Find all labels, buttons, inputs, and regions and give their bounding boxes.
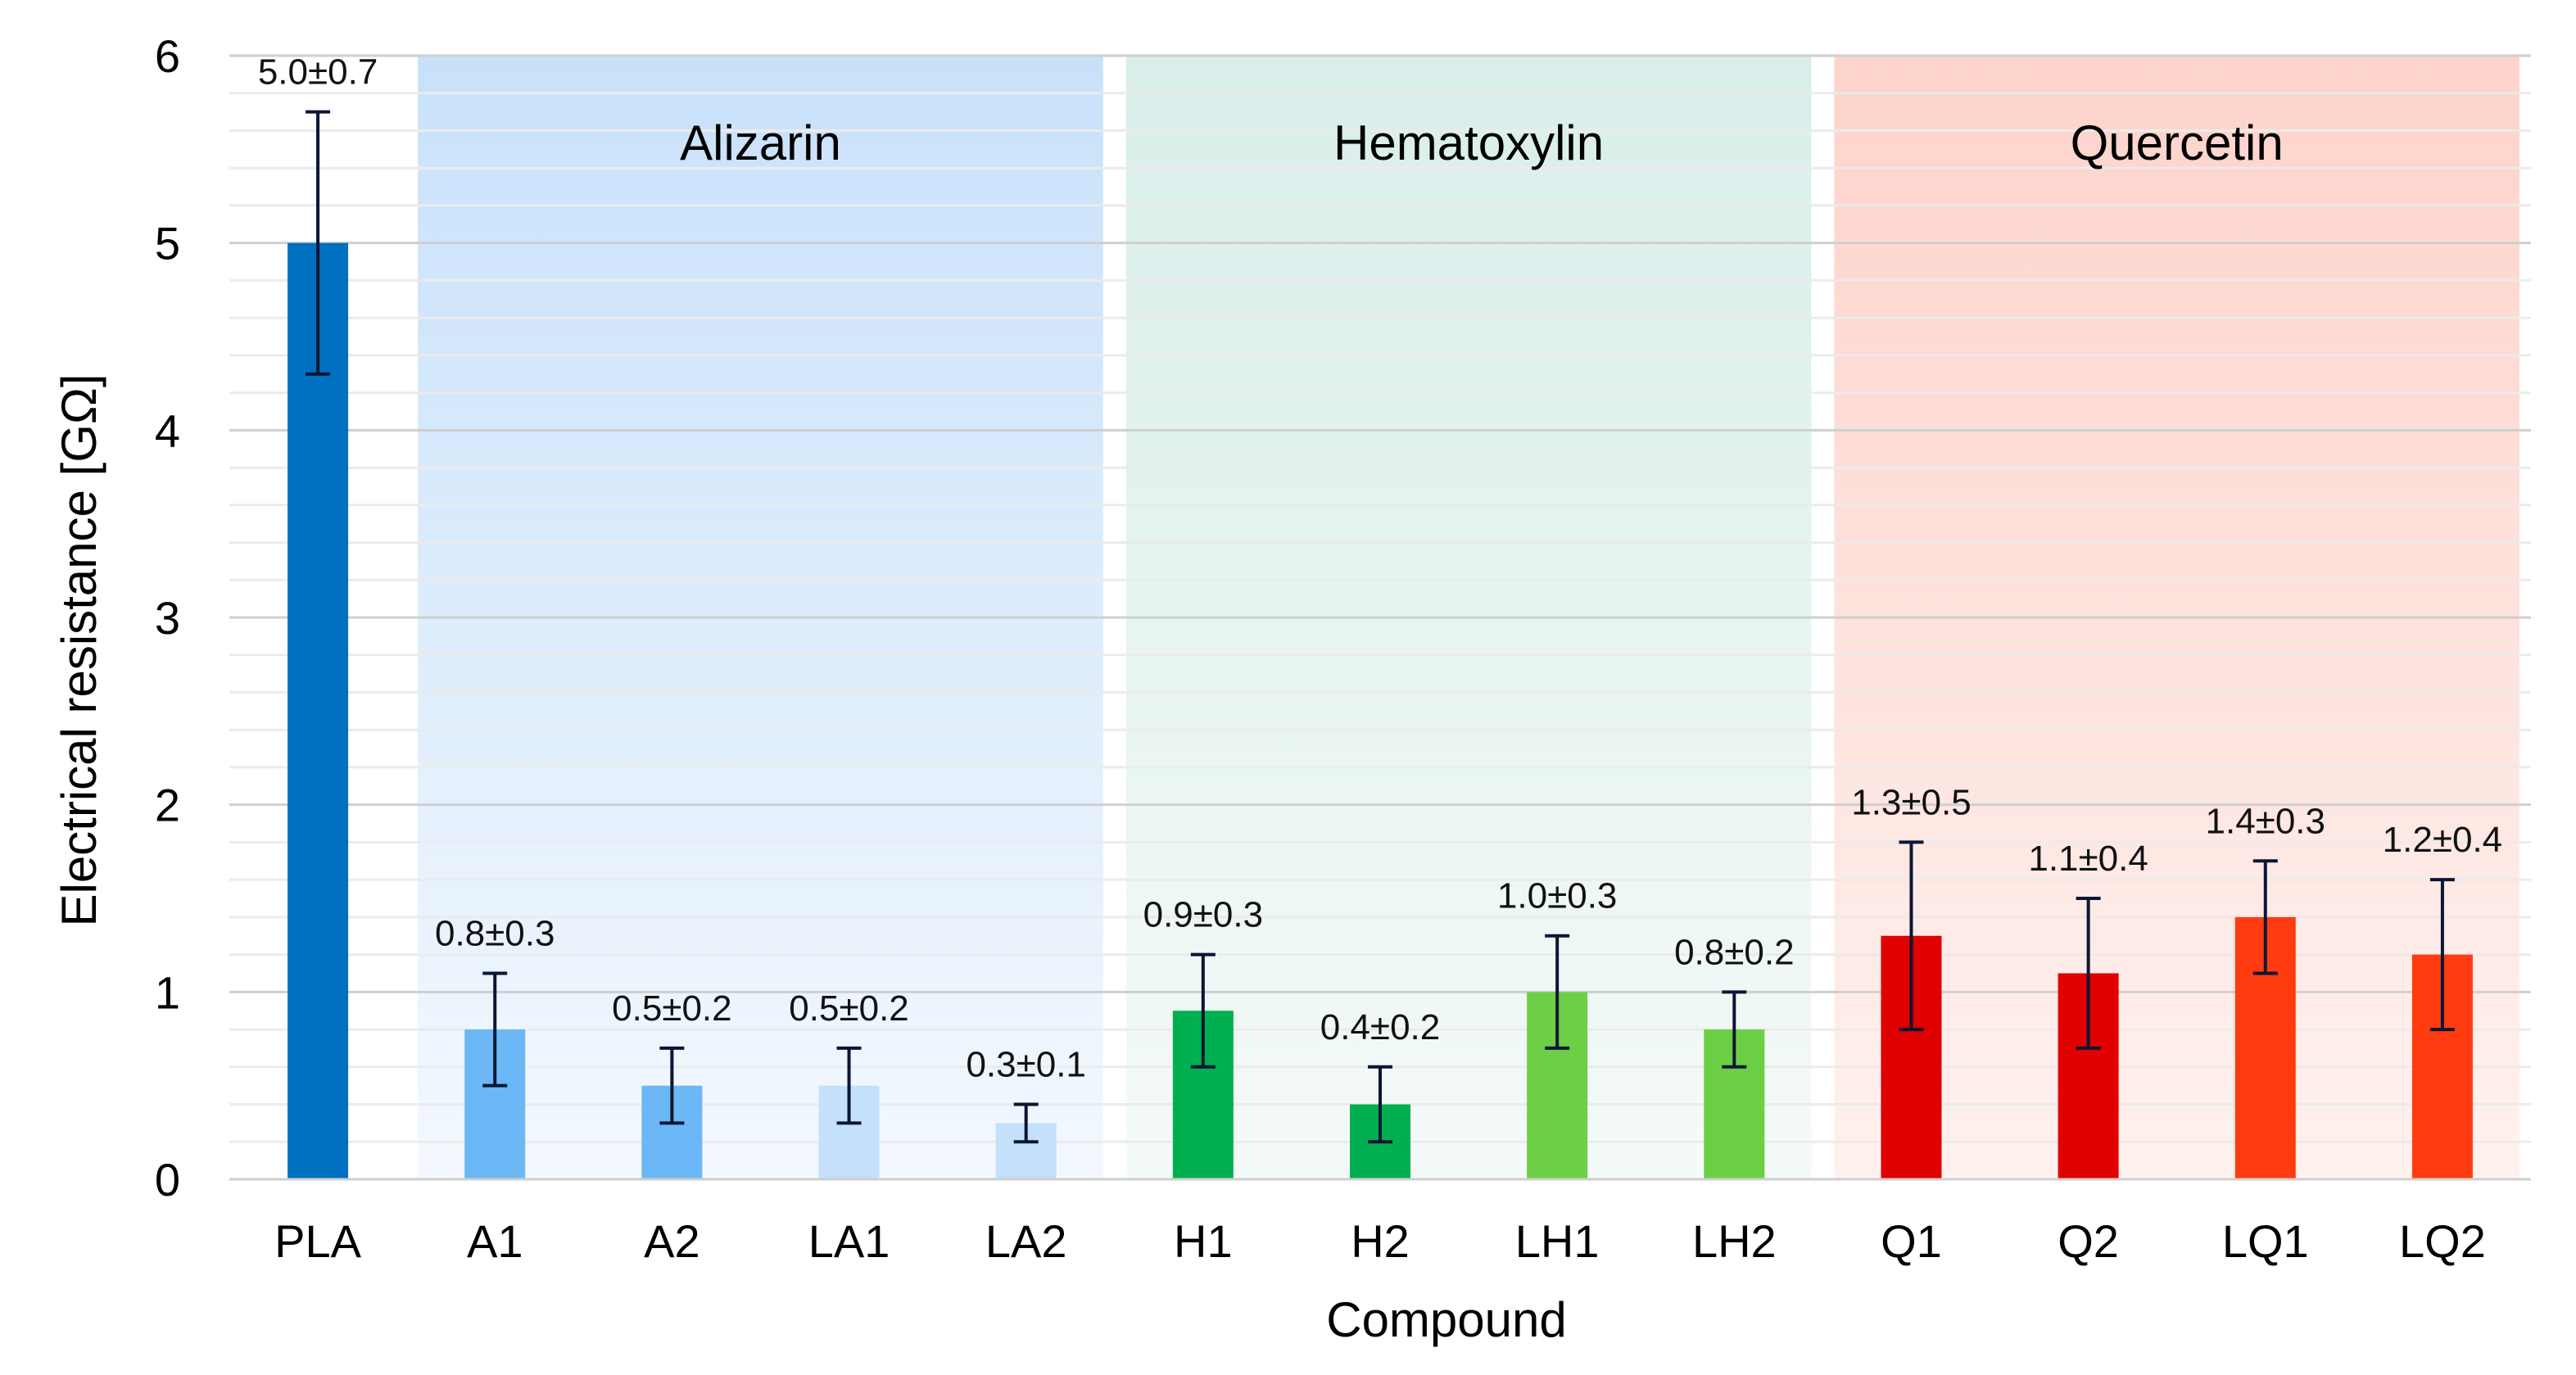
error-bar-q1: [1899, 840, 1924, 1032]
data-label-lh2: 0.8±0.2: [1674, 932, 1794, 972]
group-labels: Alizarin Hematoxylin Quercetin: [680, 115, 2284, 170]
x-tick-label-a2: A2: [644, 1215, 700, 1267]
error-bar-h1: [1190, 952, 1216, 1069]
x-tick-label-lh2: LH2: [1692, 1215, 1777, 1267]
x-axis-title: Compound: [1326, 1292, 1567, 1347]
data-label-la2: 0.3±0.1: [966, 1045, 1085, 1085]
x-tick-label-a1: A1: [467, 1215, 523, 1267]
error-bar-la2: [1013, 1102, 1039, 1144]
x-tick-label-q2: Q2: [2058, 1215, 2119, 1267]
error-bar-lq1: [2252, 859, 2278, 975]
y-tick-label: 6: [155, 30, 180, 82]
data-label-pla: 5.0±0.7: [258, 52, 378, 93]
y-tick-label: 4: [155, 405, 180, 456]
x-axis: PLA A1 A2 LA1 LA2 H1 H2 LH1 LH2 Q1 Q2 LQ1 LQ2: [229, 1178, 2531, 1267]
data-label-la1: 0.5±0.2: [789, 988, 908, 1029]
y-axis-title: Electrical resistance [GΩ]: [52, 373, 106, 926]
data-label-h2: 0.4±0.2: [1320, 1007, 1440, 1047]
group-label-hematoxylin: Hematoxylin: [1333, 115, 1604, 170]
data-label-a1: 0.8±0.3: [435, 913, 555, 953]
y-tick-label: 3: [155, 592, 180, 644]
error-bar-lh1: [1545, 934, 1570, 1050]
y-axis: 0 1 2 3 4 5 6: [155, 30, 180, 1205]
data-label-lq2: 1.2±0.4: [2383, 820, 2502, 860]
data-labels: 5.0±0.7 0.8±0.3 0.5±0.2 0.5±0.2 0.3±0.1 0.9±0…: [258, 52, 2502, 1085]
error-bar-la1: [836, 1046, 862, 1125]
x-tick-label-la1: LA1: [808, 1215, 890, 1267]
error-bar-lq2: [2429, 878, 2455, 1032]
error-bar-a1: [482, 971, 508, 1088]
y-tick-label: 2: [155, 780, 180, 831]
error-bar-lh2: [1722, 990, 1747, 1069]
y-tick-label: 5: [155, 218, 180, 269]
x-tick-label-lh1: LH1: [1515, 1215, 1600, 1267]
x-tick-label-pla: PLA: [274, 1215, 361, 1267]
group-label-quercetin: Quercetin: [2071, 115, 2284, 170]
error-bar-a2: [659, 1046, 685, 1125]
bar-pla: [287, 242, 349, 1180]
x-tick-label-q1: Q1: [1881, 1215, 1942, 1267]
data-label-h1: 0.9±0.3: [1143, 895, 1263, 935]
gridlines: [229, 54, 2531, 1143]
data-label-a2: 0.5±0.2: [612, 988, 731, 1029]
x-tick-label-h1: H1: [1174, 1215, 1233, 1267]
error-bar-pla: [306, 110, 331, 376]
error-bars: [306, 110, 2455, 1144]
data-label-lq1: 1.4±0.3: [2206, 801, 2325, 841]
data-label-q2: 1.1±0.4: [2028, 839, 2148, 879]
y-tick-label: 1: [155, 966, 180, 1018]
data-label-lh1: 1.0±0.3: [1497, 876, 1617, 916]
data-label-q1: 1.3±0.5: [1851, 782, 1971, 822]
y-tick-label: 0: [155, 1154, 180, 1205]
x-tick-label-h2: H2: [1351, 1215, 1410, 1267]
x-tick-label-lq1: LQ1: [2222, 1215, 2309, 1267]
group-label-alizarin: Alizarin: [680, 115, 841, 170]
error-bar-q2: [2076, 897, 2101, 1050]
x-tick-label-la2: LA2: [985, 1215, 1067, 1267]
error-bar-h2: [1368, 1065, 1392, 1144]
x-tick-label-lq2: LQ2: [2399, 1215, 2486, 1267]
